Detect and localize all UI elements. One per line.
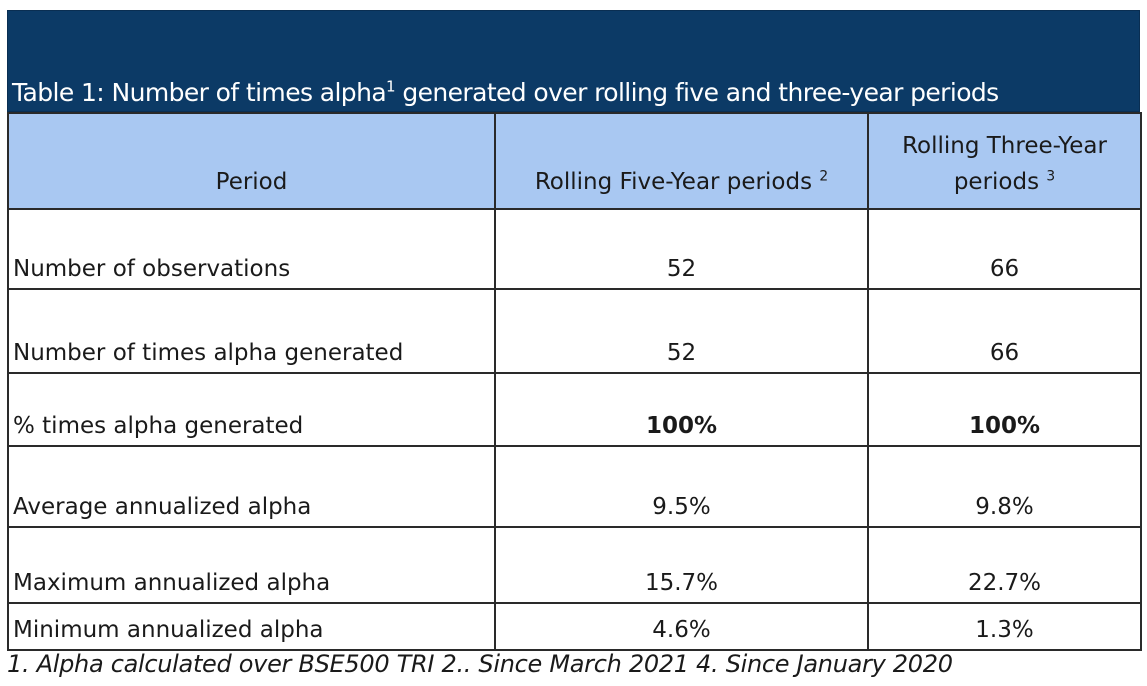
table-row: Maximum annualized alpha 15.7% 22.7%: [7, 526, 1142, 604]
header-five-year-superscript: 2: [819, 168, 829, 185]
header-period: Period: [7, 112, 496, 210]
footnote: 1. Alpha calculated over BSE500 TRI 2.. …: [7, 650, 953, 678]
header-period-label: Period: [215, 169, 288, 195]
table-title: Table 1: Number of times alpha1 generate…: [12, 78, 999, 107]
five-year-value: 9.5%: [494, 445, 869, 528]
row-label: Maximum annualized alpha: [7, 526, 496, 604]
five-year-value: 52: [494, 208, 869, 290]
five-year-value: 15.7%: [494, 526, 869, 604]
table-title-superscript: 1: [386, 77, 396, 96]
three-year-value: 22.7%: [867, 526, 1142, 604]
row-label: % times alpha generated: [7, 372, 496, 447]
table-row: Minimum annualized alpha 4.6% 1.3%: [7, 602, 1142, 651]
three-year-value: 66: [867, 208, 1142, 290]
five-year-value: 4.6%: [494, 602, 869, 651]
table-title-prefix: Table 1: Number of times alpha: [12, 78, 387, 107]
table-title-suffix: generated over rolling five and three-ye…: [395, 78, 999, 107]
header-five-year-label: Rolling Five-Year periods: [534, 169, 820, 195]
three-year-value: 9.8%: [867, 445, 1142, 528]
header-three-year-line2: periods: [953, 169, 1047, 195]
table-row: Number of times alpha generated 52 66: [7, 288, 1142, 374]
alpha-table: Period Rolling Five-Year periods 2 Rolli…: [7, 112, 1142, 651]
header-three-year-line1: Rolling Three-Year: [902, 133, 1107, 159]
table-row: Average annualized alpha 9.5% 9.8%: [7, 445, 1142, 528]
three-year-value: 1.3%: [867, 602, 1142, 651]
header-five-year: Rolling Five-Year periods 2: [494, 112, 869, 210]
row-label: Number of times alpha generated: [7, 288, 496, 374]
table-row: % times alpha generated 100% 100%: [7, 372, 1142, 447]
five-year-value: 100%: [494, 372, 869, 447]
row-label: Minimum annualized alpha: [7, 602, 496, 651]
table-title-bar: Table 1: Number of times alpha1 generate…: [7, 10, 1140, 112]
row-label: Number of observations: [7, 208, 496, 290]
header-three-year: Rolling Three-Year periods 3: [867, 112, 1142, 210]
header-three-year-superscript: 3: [1046, 168, 1056, 185]
document-page: Table 1: Number of times alpha1 generate…: [7, 10, 1142, 686]
row-label: Average annualized alpha: [7, 445, 496, 528]
three-year-value: 100%: [867, 372, 1142, 447]
three-year-value: 66: [867, 288, 1142, 374]
table-row: Number of observations 52 66: [7, 208, 1142, 290]
five-year-value: 52: [494, 288, 869, 374]
header-row: Period Rolling Five-Year periods 2 Rolli…: [7, 112, 1142, 210]
